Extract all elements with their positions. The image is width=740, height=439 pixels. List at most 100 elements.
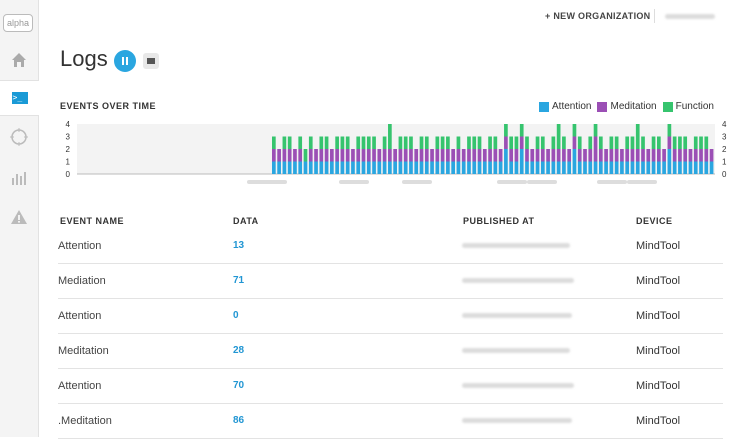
- bar-segment-attention: [551, 161, 556, 174]
- event-name: Attention: [58, 239, 102, 252]
- console-icon: [147, 58, 155, 64]
- crosshair-icon[interactable]: [0, 120, 38, 154]
- bar-segment-attention: [472, 161, 477, 174]
- bar-segment-meditation: [340, 149, 345, 162]
- bar-segment-meditation: [693, 149, 698, 162]
- bar-segment-function: [678, 136, 682, 149]
- bar-segment-attention: [409, 161, 413, 174]
- bar-segment-attention: [430, 161, 434, 174]
- device-name: MindTool: [636, 379, 681, 392]
- table-row[interactable]: Attention 70 MindTool: [58, 368, 723, 404]
- published-at: [462, 298, 572, 333]
- bar-segment-attention: [467, 161, 471, 174]
- bar-segment-function: [435, 136, 440, 149]
- bar-segment-meditation: [308, 149, 313, 162]
- home-icon[interactable]: [0, 43, 38, 77]
- bar-segment-meditation: [688, 149, 693, 162]
- event-name: Meditation: [58, 344, 109, 357]
- bar-segment-attention: [667, 149, 672, 174]
- bar-segment-attention: [672, 161, 677, 174]
- bar-segment-attention: [641, 161, 645, 174]
- terminal-icon[interactable]: >_: [0, 80, 39, 116]
- bar-segment-meditation: [430, 149, 434, 162]
- bar-segment-meditation: [277, 149, 281, 162]
- bar-segment-meditation: [614, 149, 619, 162]
- table-row[interactable]: Attention 13 MindTool: [58, 228, 723, 264]
- published-at: [462, 333, 570, 368]
- chart-title: EVENTS OVER TIME: [60, 101, 157, 111]
- bar-segment-meditation: [382, 149, 387, 162]
- bar-segment-function: [672, 136, 677, 149]
- legend-meditation: Meditation: [597, 101, 657, 112]
- bar-segment-attention: [546, 161, 550, 174]
- alpha-badge: alpha: [3, 14, 33, 32]
- y-tick-label-right: 2: [722, 145, 727, 154]
- bar-segment-attention: [678, 161, 682, 174]
- bar-segment-meditation: [530, 149, 535, 162]
- table-row[interactable]: .Meditation 86 MindTool: [58, 403, 723, 439]
- bar-segment-meditation: [625, 149, 630, 162]
- bar-segment-function: [593, 124, 598, 137]
- col-data: DATA: [233, 216, 259, 226]
- bar-segment-attention: [393, 161, 397, 174]
- event-data: 0: [233, 310, 239, 321]
- bar-segment-attention: [287, 161, 292, 174]
- bar-segment-attention: [298, 161, 303, 174]
- bar-segment-attention: [609, 161, 614, 174]
- event-name: Attention: [58, 379, 102, 392]
- bar-segment-meditation: [519, 136, 524, 149]
- bar-segment-function: [693, 136, 698, 149]
- table-row[interactable]: Mediation 71 MindTool: [58, 263, 723, 299]
- published-at: [462, 403, 572, 438]
- bar-segment-attention: [372, 161, 376, 174]
- pause-button[interactable]: [114, 50, 136, 72]
- bar-segment-function: [540, 136, 545, 149]
- bar-segment-attention: [446, 161, 450, 174]
- bar-segment-function: [477, 136, 482, 149]
- bar-segment-meditation: [556, 149, 561, 162]
- warning-icon[interactable]: [0, 200, 38, 234]
- bar-segment-meditation: [272, 149, 276, 162]
- bar-segment-function: [467, 136, 471, 149]
- user-menu[interactable]: [654, 9, 727, 23]
- table-row[interactable]: Meditation 28 MindTool: [58, 333, 723, 369]
- bar-segment-function: [562, 136, 566, 149]
- table-row[interactable]: Attention 0 MindTool: [58, 298, 723, 334]
- bar-segment-meditation: [361, 149, 366, 162]
- bar-segment-attention: [540, 161, 545, 174]
- bar-segment-function: [409, 136, 413, 149]
- bar-segment-attention: [693, 161, 698, 174]
- bar-segment-meditation: [577, 149, 582, 162]
- bar-segment-function: [388, 124, 392, 149]
- bar-segment-attention: [461, 161, 466, 174]
- bar-segment-attention: [598, 161, 603, 174]
- new-organization-button[interactable]: + NEW ORGANIZATION: [545, 11, 651, 21]
- bar-segment-meditation: [388, 149, 392, 162]
- bar-segment-attention: [488, 161, 492, 174]
- bar-segment-attention: [688, 161, 693, 174]
- bar-segment-meditation: [482, 149, 487, 162]
- y-tick-label-right: 4: [722, 120, 727, 129]
- legend-function: Function: [662, 101, 714, 112]
- device-name: MindTool: [636, 344, 681, 357]
- bar-segment-function: [683, 136, 688, 149]
- bar-segment-attention: [398, 161, 403, 174]
- bar-segment-function: [446, 136, 450, 149]
- bar-segment-function: [519, 124, 524, 137]
- bar-segment-attention: [477, 161, 482, 174]
- bar-segment-meditation: [393, 149, 397, 162]
- bar-segment-meditation: [498, 149, 503, 162]
- bar-segment-meditation: [572, 136, 577, 149]
- bar-segment-attention: [614, 161, 619, 174]
- bar-segment-attention: [504, 149, 508, 174]
- console-button[interactable]: [143, 53, 159, 69]
- legend-attention: Attention: [539, 101, 591, 112]
- bar-segment-function: [630, 136, 635, 149]
- bar-segment-meditation: [504, 136, 508, 149]
- bar-segment-attention: [382, 161, 387, 174]
- bar-segment-meditation: [403, 149, 408, 162]
- bar-segment-attention: [451, 161, 456, 174]
- bar-chart-icon[interactable]: [0, 161, 38, 195]
- bar-segment-attention: [456, 161, 461, 174]
- bar-segment-meditation: [467, 149, 471, 162]
